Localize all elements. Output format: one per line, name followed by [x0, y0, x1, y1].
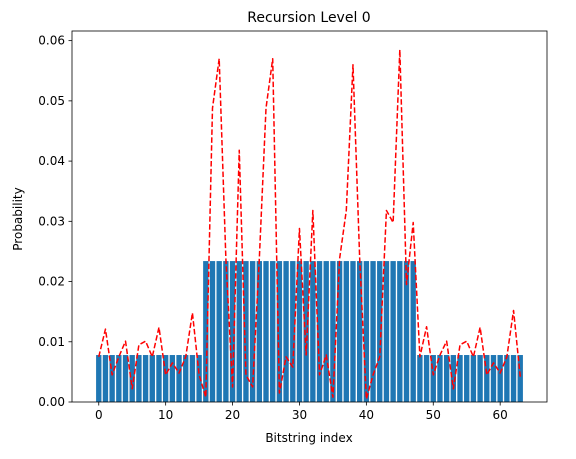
bar-51	[437, 355, 443, 402]
bar-7	[142, 355, 149, 402]
y-tick-label-4: 0.04	[38, 154, 65, 168]
x-tick-label-20: 20	[225, 408, 240, 422]
bar-25	[263, 261, 269, 402]
bar-2	[109, 355, 115, 402]
bar-38	[350, 261, 356, 402]
axes-frame	[71, 30, 548, 403]
x-tick-label-30: 30	[292, 408, 307, 422]
bar-17	[209, 261, 216, 402]
bar-6	[136, 355, 142, 402]
x-tick-label-60: 60	[493, 408, 508, 422]
y-tick-label-2: 0.02	[38, 275, 65, 289]
bar-8	[149, 355, 155, 402]
bar-0	[96, 355, 102, 402]
bar-10	[162, 355, 169, 402]
axes: 0 10 20 30 40 50 60 0.00 0.01 0.02 0.03 0.04 0.05 0.0…	[38, 30, 548, 422]
bar-40	[363, 261, 370, 402]
y-tick-label-5: 0.05	[38, 94, 65, 108]
bar-58	[484, 355, 490, 402]
bar-24	[256, 261, 262, 402]
bar-47	[410, 261, 416, 402]
bar-13	[183, 355, 189, 402]
bar-53	[450, 355, 457, 402]
line-series	[98, 48, 521, 400]
x-tick-label-10: 10	[158, 408, 173, 422]
bar-22	[243, 261, 249, 402]
bar-36	[336, 261, 343, 402]
y-tick-label-3: 0.03	[38, 214, 65, 228]
bar-30	[296, 261, 303, 402]
bar-46	[403, 261, 410, 402]
x-tick-label-0: 0	[95, 408, 103, 422]
bar-26	[270, 261, 276, 402]
bar-1	[102, 355, 109, 402]
bar-57	[477, 355, 483, 402]
bar-63	[517, 355, 523, 402]
bar-9	[156, 355, 162, 402]
bar-21	[236, 261, 242, 402]
y-tick-label-0: 0.00	[38, 395, 65, 409]
bar-39	[357, 261, 363, 402]
bar-23	[249, 261, 256, 402]
bar-15	[196, 355, 202, 402]
bar-61	[504, 355, 510, 402]
bar-35	[330, 261, 336, 402]
bar-37	[343, 261, 349, 402]
bar-18	[216, 261, 222, 402]
bar-42	[377, 261, 383, 402]
bar-5	[129, 355, 135, 402]
x-tick-label-50: 50	[426, 408, 441, 422]
bar-62	[510, 355, 517, 402]
bar-56	[470, 355, 477, 402]
bar-50	[430, 355, 436, 402]
bar-28	[283, 261, 289, 402]
bar-16	[203, 261, 209, 402]
plot-area	[96, 48, 523, 402]
x-tick-label-40: 40	[359, 408, 374, 422]
bar-19	[223, 261, 229, 402]
bar-49	[423, 355, 430, 402]
bar-32	[310, 261, 316, 402]
bar-12	[176, 355, 182, 402]
bar-33	[316, 261, 323, 402]
bar-29	[290, 261, 296, 402]
bar-43	[383, 261, 390, 402]
bar-55	[464, 355, 470, 402]
bar-4	[122, 355, 129, 402]
bar-44	[390, 261, 396, 402]
bar-54	[457, 355, 463, 402]
bar-48	[417, 355, 423, 402]
chart-title: Recursion Level 0	[247, 10, 370, 26]
bar-27	[276, 261, 283, 402]
y-tick-label-1: 0.01	[38, 335, 65, 349]
bar-41	[370, 261, 376, 402]
bar-34	[323, 261, 329, 402]
y-tick-label-6: 0.06	[38, 34, 65, 48]
bar-14	[189, 355, 196, 402]
bar-31	[303, 261, 309, 402]
y-axis-label: Probability	[11, 187, 25, 250]
bar-59	[490, 355, 497, 402]
bar-11	[169, 355, 176, 402]
bar-3	[116, 355, 122, 402]
bar-60	[497, 355, 503, 402]
bar-52	[443, 355, 450, 402]
bar-45	[397, 261, 403, 402]
x-axis-label: Bitstring index	[265, 431, 352, 445]
bar-20	[229, 261, 236, 402]
